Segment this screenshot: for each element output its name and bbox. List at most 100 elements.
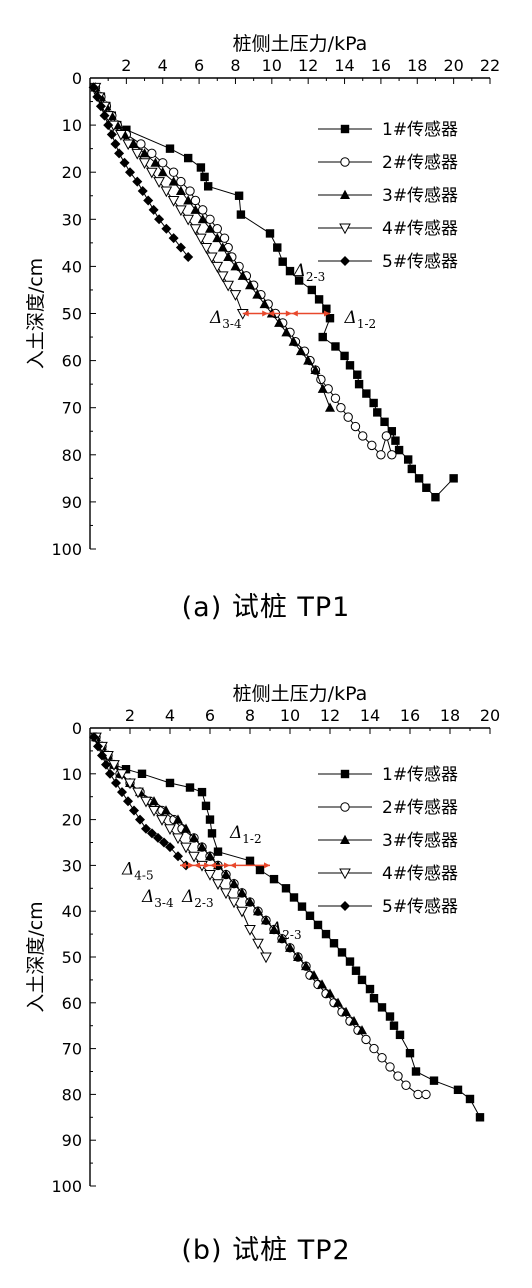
data-point — [164, 824, 176, 836]
data-point — [317, 383, 328, 393]
data-point — [116, 769, 128, 781]
data-point — [313, 920, 323, 930]
data-point — [165, 778, 175, 788]
delta-label: Δ4-5 — [121, 860, 154, 883]
data-point — [135, 814, 145, 825]
data-point — [453, 1085, 463, 1095]
legend-marker — [340, 802, 350, 812]
legend-item: 4#传感器 — [318, 864, 458, 884]
data-point — [212, 879, 224, 890]
legend-marker — [340, 769, 350, 779]
data-point — [212, 232, 223, 243]
data-point — [245, 896, 255, 907]
series-5 — [89, 732, 191, 871]
data-point — [341, 1006, 351, 1016]
y-axis-title: 入土深度/cm — [25, 901, 47, 1012]
y-axis-title: 入土深度/cm — [25, 258, 47, 369]
data-point — [337, 948, 347, 957]
data-point — [401, 1080, 411, 1090]
data-point — [230, 261, 241, 271]
arrow-head — [188, 862, 194, 869]
data-point — [381, 431, 392, 441]
arrow-head — [230, 862, 236, 869]
delta-label: Δ1-2 — [344, 308, 377, 331]
data-point — [175, 205, 187, 217]
delta-subscript: 1-2 — [357, 317, 376, 331]
legend-label: 5#传感器 — [382, 252, 458, 272]
data-point — [132, 787, 144, 799]
data-point — [150, 157, 161, 167]
data-point — [252, 289, 263, 299]
y-tick-label: 10 — [62, 116, 82, 135]
delta-symbol: Δ — [209, 308, 222, 328]
data-point — [345, 361, 355, 370]
data-point — [205, 851, 215, 861]
data-point — [176, 176, 186, 187]
legend-item: 5#传感器 — [318, 252, 458, 272]
data-point — [385, 1062, 395, 1072]
x-tick-label: 18 — [407, 56, 427, 75]
data-point — [108, 760, 120, 771]
y-tick-label: 30 — [62, 856, 82, 875]
data-point — [274, 317, 285, 327]
data-point — [114, 148, 125, 159]
data-point — [236, 906, 248, 918]
data-point — [285, 266, 295, 276]
data-point — [322, 304, 331, 313]
data-point — [153, 177, 165, 188]
arrow-head — [291, 310, 298, 317]
x-tick-label: 6 — [205, 706, 215, 725]
data-point — [200, 243, 213, 254]
x-tick-label: 14 — [334, 56, 354, 75]
data-point — [168, 233, 179, 244]
data-point — [269, 874, 279, 884]
y-tick-label: 60 — [62, 994, 82, 1013]
x-tick-label: 14 — [360, 706, 380, 725]
series-line — [95, 736, 426, 1095]
data-point — [125, 167, 135, 178]
legend-label: 1#传感器 — [382, 120, 458, 140]
x-tick-label: 12 — [298, 56, 318, 75]
delta-annotation: Δ4-5 — [121, 860, 194, 883]
data-point — [207, 829, 217, 838]
data-point — [317, 979, 327, 989]
data-point — [173, 814, 183, 824]
legend-marker — [340, 834, 350, 844]
data-point — [168, 167, 179, 177]
x-tick-label: 22 — [480, 56, 500, 75]
data-point — [377, 1053, 387, 1063]
data-point — [277, 933, 287, 943]
series-line — [95, 87, 454, 498]
data-point — [394, 445, 404, 455]
arrow-head — [285, 310, 292, 317]
y-tick-label: 40 — [62, 257, 82, 276]
data-point — [172, 833, 184, 845]
data-point — [183, 153, 193, 163]
data-point — [253, 906, 263, 916]
data-point — [252, 938, 264, 950]
data-point — [205, 252, 218, 264]
delta-label: Δ2-3 — [293, 261, 326, 284]
data-point — [157, 167, 168, 177]
data-point — [389, 1021, 399, 1030]
delta-symbol: Δ — [269, 919, 282, 939]
y-tick-label: 90 — [62, 493, 82, 512]
data-point — [222, 280, 235, 292]
data-point — [159, 837, 169, 848]
data-point — [387, 427, 397, 436]
data-point — [197, 214, 208, 224]
legend-label: 3#传感器 — [382, 831, 458, 851]
data-point — [89, 732, 99, 743]
legend-marker — [340, 124, 350, 134]
y-tick-label: 50 — [62, 305, 82, 324]
delta-label: Δ1-2 — [229, 823, 262, 846]
legend-item: 5#传感器 — [318, 897, 458, 917]
legend-item: 2#传感器 — [318, 798, 458, 818]
data-point — [188, 851, 200, 863]
x-axis-title: 桩侧土压力/kPa — [233, 33, 368, 55]
data-point — [403, 455, 413, 464]
series-5 — [88, 82, 194, 262]
delta-subscript: 4-5 — [134, 869, 153, 883]
data-point — [325, 314, 335, 323]
data-point — [365, 984, 375, 994]
